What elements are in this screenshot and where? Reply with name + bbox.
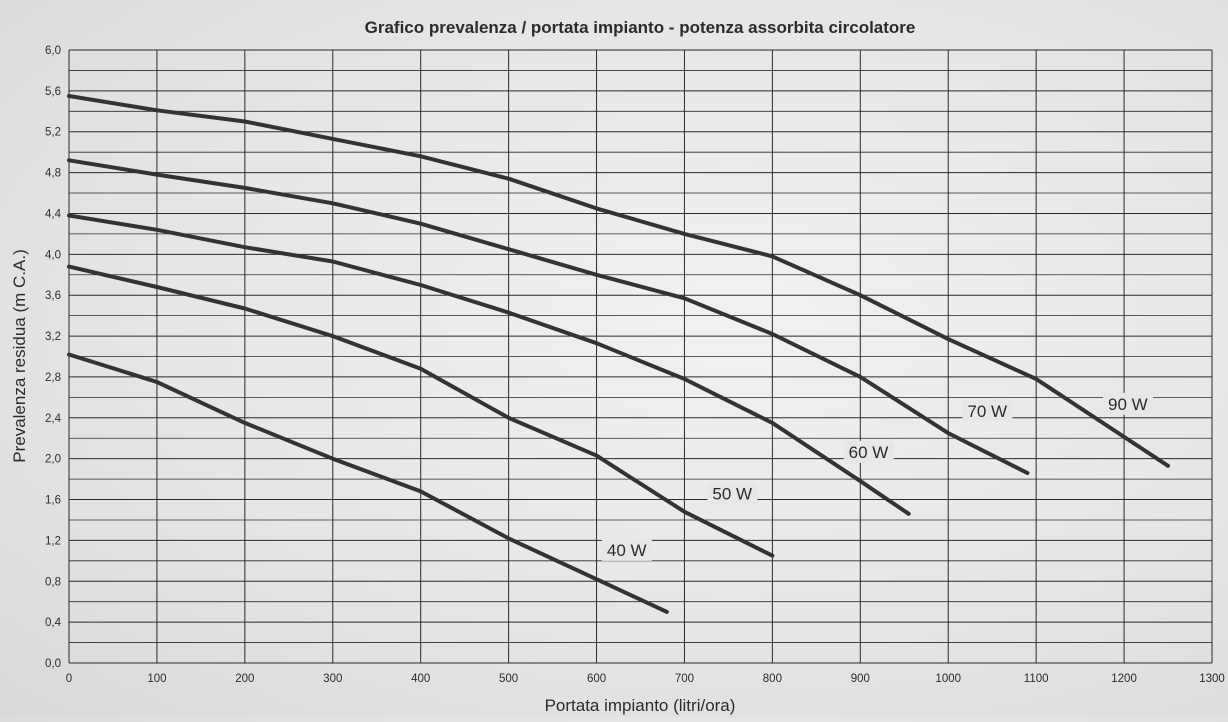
series-label-90w: 90 W bbox=[1108, 395, 1148, 414]
y-tick-label: 0,4 bbox=[45, 617, 62, 629]
y-tick-label: 1,6 bbox=[45, 495, 61, 507]
series-lines bbox=[67, 94, 1170, 614]
x-tick-label: 300 bbox=[323, 673, 342, 685]
series-label-bg bbox=[962, 399, 1013, 422]
series-line-50w bbox=[67, 264, 775, 558]
x-tick-label: 900 bbox=[851, 673, 870, 685]
y-tick-label: 3,2 bbox=[45, 331, 61, 343]
x-tick-label: 400 bbox=[411, 673, 430, 685]
series-label-bg bbox=[843, 440, 894, 463]
y-tick-label: 3,6 bbox=[45, 290, 61, 302]
series-label-bg bbox=[601, 538, 652, 561]
x-tick-label: 500 bbox=[499, 673, 518, 685]
series-label-60w: 60 W bbox=[849, 443, 889, 462]
y-tick-label: 5,6 bbox=[45, 86, 61, 98]
y-tick-label: 4,4 bbox=[45, 208, 62, 220]
x-tick-label: 700 bbox=[675, 673, 694, 685]
y-tick-label: 4,8 bbox=[45, 168, 61, 180]
series-label-40w: 40 W bbox=[607, 541, 647, 560]
series-label-bg bbox=[1103, 392, 1154, 415]
x-tick-label: 800 bbox=[763, 673, 782, 685]
x-tick-label: 0 bbox=[66, 673, 72, 685]
series-label-bg bbox=[707, 482, 758, 505]
x-axis-label: Portata impianto (litri/ora) bbox=[545, 696, 736, 715]
y-axis-label: Prevalenza residua (m C.A.) bbox=[10, 249, 29, 463]
x-tick-label: 200 bbox=[235, 673, 254, 685]
y-tick-label: 1,2 bbox=[45, 535, 61, 547]
series-label-70w: 70 W bbox=[967, 402, 1007, 421]
x-tick-label: 1000 bbox=[935, 673, 961, 685]
series-line-70w bbox=[67, 158, 1030, 475]
y-tick-label: 0,8 bbox=[45, 576, 61, 588]
y-tick-label: 2,0 bbox=[45, 454, 61, 466]
y-tick-label: 2,8 bbox=[45, 372, 61, 384]
tick-labels: 0 100 200 300 400 500 600 700 800 900 1000 1100 1200… bbox=[45, 45, 1225, 685]
series-label-50w: 50 W bbox=[712, 485, 752, 504]
x-tick-label: 100 bbox=[147, 673, 166, 685]
chart-title: Grafico prevalenza / portata impianto - … bbox=[365, 18, 916, 37]
x-tick-label: 1300 bbox=[1199, 673, 1225, 685]
y-tick-label: 2,4 bbox=[45, 413, 62, 425]
y-tick-label: 6,0 bbox=[45, 45, 61, 57]
y-tick-label: 4,0 bbox=[45, 249, 61, 261]
series-labels: 40 W 50 W 60 W 70 W 90 W bbox=[601, 392, 1154, 561]
y-tick-label: 0,0 bbox=[45, 658, 61, 670]
series-line-60w bbox=[67, 213, 911, 516]
y-tick-label: 5,2 bbox=[45, 127, 61, 139]
x-tick-label: 600 bbox=[587, 673, 606, 685]
series-line-90w bbox=[67, 94, 1170, 468]
x-tick-label: 1100 bbox=[1024, 673, 1049, 685]
series-line-40w bbox=[67, 352, 669, 614]
x-tick-label: 1200 bbox=[1111, 673, 1137, 685]
grid bbox=[68, 49, 1213, 664]
